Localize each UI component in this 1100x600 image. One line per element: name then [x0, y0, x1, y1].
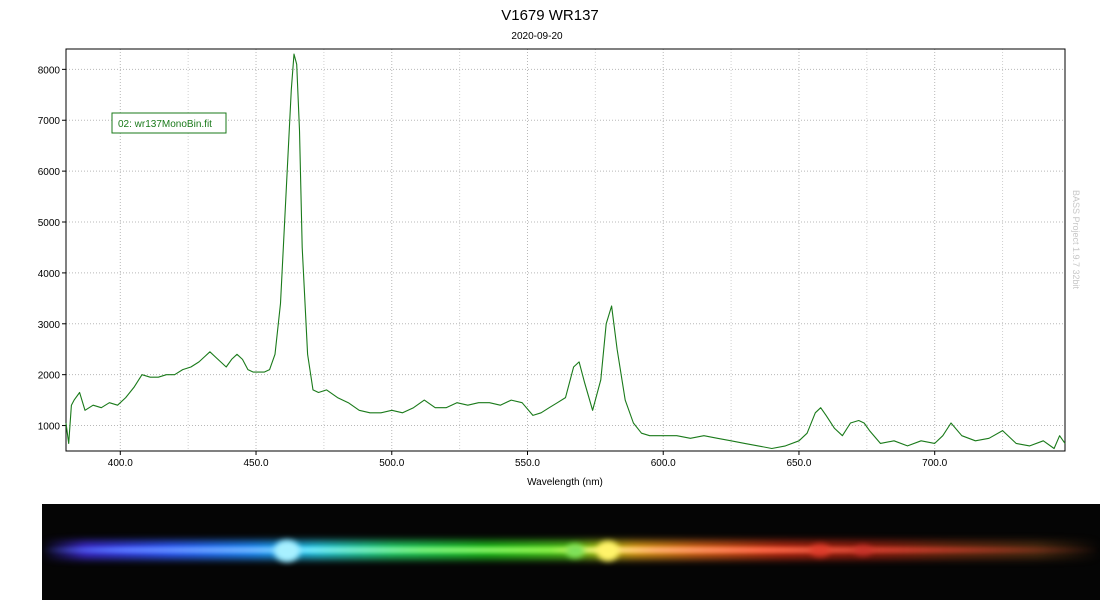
- watermark-text: BASS Project 1.9.7 32bit: [1071, 190, 1081, 290]
- x-tick-label: 400.0: [108, 458, 133, 469]
- y-tick-label: 7000: [38, 116, 61, 127]
- x-axis-label: Wavelength (nm): [527, 477, 603, 488]
- plot-frame: [65, 48, 1066, 452]
- legend: 02: wr137MonoBin.fit: [111, 112, 227, 134]
- x-tick-label: 550.0: [515, 458, 540, 469]
- axis-ticks: 400.0 450.0 500.0 550.0 600.0 650.0 700.0 1000 2…: [38, 65, 948, 469]
- x-tick-label: 650.0: [786, 458, 811, 469]
- spectrum-peak-red-2: [854, 545, 872, 556]
- spectrum-chart: V1679 WR137 2020-09-20 400.0 450.0 500.0 55…: [38, 7, 1081, 488]
- x-tick-label: 700.0: [922, 458, 947, 469]
- spectrum-peak-red: [810, 544, 830, 557]
- legend-box: [111, 112, 227, 134]
- x-tick-label: 600.0: [651, 458, 676, 469]
- legend-entry: 02: wr137MonoBin.fit: [118, 119, 212, 130]
- x-tick-label: 500.0: [379, 458, 404, 469]
- y-tick-label: 6000: [38, 167, 61, 178]
- spectrum-peak-yellow: [597, 541, 619, 561]
- spectrum-peak-green: [566, 544, 584, 558]
- y-tick-label: 3000: [38, 320, 61, 331]
- series-line: [65, 53, 1066, 450]
- chart-subtitle: 2020-09-20: [511, 31, 563, 42]
- grid: [66, 49, 1065, 451]
- spectrum-image: [42, 504, 1100, 600]
- y-tick-label: 8000: [38, 65, 61, 76]
- series-layer: [65, 53, 1066, 450]
- y-tick-label: 5000: [38, 218, 61, 229]
- y-tick-label: 2000: [38, 371, 61, 382]
- y-tick-label: 4000: [38, 269, 61, 280]
- y-tick-label: 1000: [38, 422, 61, 433]
- chart-title: V1679 WR137: [501, 7, 599, 24]
- spectrum-peak-blue: [274, 540, 300, 562]
- x-tick-label: 450.0: [244, 458, 269, 469]
